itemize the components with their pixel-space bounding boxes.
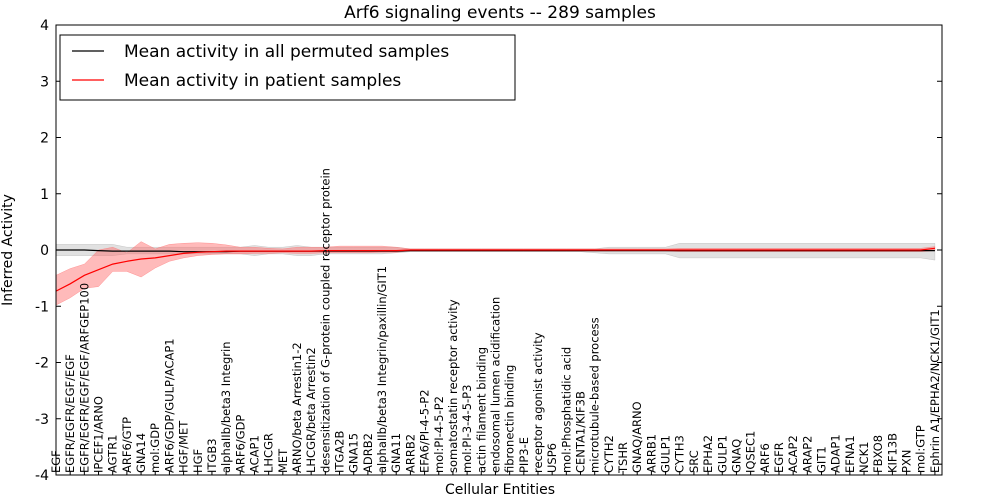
category-label: ARRB1 [644, 434, 658, 473]
category-label: NCK1 [857, 442, 871, 474]
chart-title: Arf6 signaling events -- 289 samples [344, 3, 656, 23]
series-lines [55, 247, 935, 292]
y-axis-title: Inferred Activity [0, 194, 16, 306]
category-label: HGF/MET [177, 420, 191, 473]
category-label: HGF [191, 449, 205, 473]
category-label: somatostatin receptor activity [446, 299, 460, 473]
category-label: alphaIIb/beta3 Integrin/paxillin/GIT1 [375, 266, 389, 473]
category-label: IQSEC1 [744, 431, 758, 473]
category-label: MET [276, 448, 290, 473]
category-label: mol:Phosphatidic acid [559, 347, 573, 473]
category-label: PXN [900, 450, 914, 473]
y-tick-label: -1 [35, 299, 49, 315]
category-label: EGFR/EGFR/EGF/EGF [63, 354, 77, 473]
category-label: endosomal lumen acidification [488, 297, 502, 473]
category-label: actin filament binding [474, 347, 488, 473]
y-tick-label: 0 [40, 243, 49, 259]
y-tick-label: -4 [35, 468, 49, 484]
y-tick-label: 2 [40, 131, 49, 147]
confidence-band-permuted [55, 243, 936, 261]
category-label: ITGA2B [333, 430, 347, 473]
category-label: EFNA1 [843, 435, 857, 473]
category-label: LHCGR/beta Arrestin2 [304, 347, 318, 473]
category-label: mol:PI-4-5-P2 [432, 396, 446, 473]
legend-label-patient: Mean activity in patient samples [124, 71, 401, 91]
category-label: PIP3-E [517, 437, 531, 473]
category-label: ADAP1 [829, 434, 843, 473]
category-label: ARF6/GDP/GULP/ACAP1 [162, 338, 176, 473]
category-label: EGFR/EGFR/EGF/EGF/ARFGEP100 [77, 283, 91, 473]
category-label: KIF13B [885, 433, 899, 473]
category-label: ARRB2 [403, 434, 417, 473]
category-label: mol:GDP [148, 423, 162, 473]
category-label: IPCEF1/ARNO [92, 396, 106, 473]
category-label: GNA11 [389, 433, 403, 473]
category-label: CYTH3 [673, 435, 687, 473]
category-label: EGFR [772, 442, 786, 473]
series-line-patient [55, 247, 935, 292]
category-labels: EGF EGFR/EGFR/EGF/EGF EGFR/EGFR/EGF/EGF/AR… [49, 168, 942, 475]
category-label: USP6 [545, 443, 559, 473]
category-label: ITGB3 [205, 438, 219, 473]
category-label: EFA6/PI-4-5-P2 [418, 389, 432, 473]
category-label: mol:PI-3-4-5-P3 [460, 385, 474, 473]
category-label: GNAQ/ARNO [630, 401, 644, 473]
category-label: receptor agonist activity [531, 332, 545, 473]
category-label: ARNO/beta Arrestin1-2 [290, 342, 304, 473]
category-label: AGTR1 [106, 435, 120, 474]
confidence-bands [55, 241, 936, 306]
category-label: ADRB2 [361, 433, 375, 473]
category-label: GNA15 [347, 433, 361, 473]
category-label: FBXO8 [871, 435, 885, 473]
category-label: LHCGR [262, 433, 276, 473]
category-label: ARF6/GDP [233, 415, 247, 473]
category-label: microtubule-based process [588, 317, 602, 473]
y-tick-label: -2 [35, 356, 49, 372]
category-label: EPHA2 [701, 435, 715, 473]
category-label: ACAP1 [247, 435, 261, 473]
y-tick-label: 3 [40, 74, 49, 90]
category-label: ARF6 [758, 443, 772, 473]
category-label: GULP1 [715, 435, 729, 473]
legend-frame [59, 34, 516, 101]
category-label: fibronectin binding [503, 365, 517, 473]
category-label: GNAQ [729, 439, 743, 473]
category-label: GIT1 [815, 446, 829, 473]
category-label: ARAP2 [800, 435, 814, 473]
chart-legend: Mean activity in all permuted samples Me… [59, 34, 516, 101]
category-label: CYTH2 [602, 435, 616, 473]
category-label: GNA14 [134, 433, 148, 473]
category-label: ARF6/GTP [120, 417, 134, 473]
category-label: desensitization of G-protein coupled rec… [318, 168, 332, 473]
category-label: SRC [687, 450, 701, 473]
category-label: CENTA1/KIF3B [574, 391, 588, 473]
category-label: Ephrin A1/EPHA2/NCK1/GIT1 [928, 309, 942, 473]
plot-area-frame [55, 24, 943, 476]
x-axis-title: Cellular Entities [445, 482, 555, 498]
category-label: GULP1 [659, 435, 673, 473]
legend-label-permuted: Mean activity in all permuted samples [124, 42, 449, 62]
y-tick-label: 1 [40, 187, 49, 203]
category-label: ACAP2 [786, 435, 800, 473]
y-tick-label: 4 [40, 18, 49, 34]
category-label: alphaIIb/beta3 Integrin [219, 341, 233, 473]
axis-ticks: -4 -3 -2 -1 0 1 2 3 4 [35, 18, 942, 484]
y-tick-label: -3 [35, 412, 49, 428]
category-label: mol:GTP [914, 425, 928, 473]
category-label: TSHR [616, 442, 630, 474]
